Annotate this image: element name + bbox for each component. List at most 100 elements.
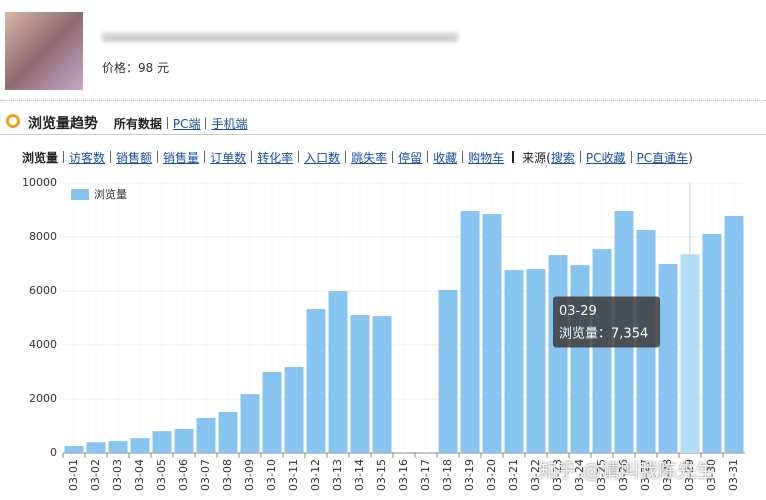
x-tick-label: 03-19 xyxy=(463,459,476,491)
bar xyxy=(196,417,216,453)
tab[interactable]: 所有数据 xyxy=(113,117,162,131)
section-icon xyxy=(6,114,20,128)
tab[interactable]: 手机端 xyxy=(211,117,248,131)
x-tick-label: 03-06 xyxy=(177,459,190,491)
bar xyxy=(328,291,348,453)
x-tick-label: 03-21 xyxy=(507,459,520,491)
x-tick-label: 03-28 xyxy=(661,459,674,491)
separator xyxy=(63,151,65,163)
product-image xyxy=(5,12,83,90)
separator xyxy=(205,117,207,129)
x-tick-label: 03-30 xyxy=(705,459,718,491)
metric-tab[interactable]: 购物车 xyxy=(468,151,505,165)
source-tab[interactable]: PC直通车 xyxy=(636,151,689,165)
bar xyxy=(658,264,678,453)
bar xyxy=(86,442,106,453)
y-tick-label: 10000 xyxy=(22,176,57,189)
separator xyxy=(166,117,168,129)
source-open: 来源( xyxy=(522,151,551,165)
bar xyxy=(548,255,568,453)
bar xyxy=(482,214,502,453)
x-tick-label: 03-24 xyxy=(573,459,586,491)
x-tick-label: 03-22 xyxy=(529,459,542,491)
bar xyxy=(372,316,392,453)
metric-tab[interactable]: 销售量 xyxy=(163,151,200,165)
x-tick-label: 03-09 xyxy=(243,459,256,491)
x-tick-label: 03-01 xyxy=(67,459,80,491)
bar xyxy=(724,215,744,453)
x-tick-label: 03-14 xyxy=(353,459,366,491)
legend-swatch xyxy=(71,189,89,200)
bar xyxy=(592,249,612,453)
product-title-blurred xyxy=(102,33,458,42)
bar xyxy=(174,428,194,453)
tooltip-box xyxy=(553,296,660,348)
source-tab[interactable]: PC收藏 xyxy=(585,151,626,165)
bar xyxy=(680,254,700,453)
section-title: 浏览量趋势 xyxy=(28,116,98,132)
x-tick-label: 03-10 xyxy=(265,459,278,491)
x-tick-label: 03-23 xyxy=(551,459,564,491)
separator xyxy=(512,151,515,163)
separator xyxy=(298,151,300,163)
metric-tab[interactable]: 访客数 xyxy=(69,151,106,165)
section-underline xyxy=(0,134,766,135)
bar xyxy=(460,211,480,453)
tooltip-label: 浏览量： xyxy=(559,325,611,341)
divider xyxy=(0,100,766,101)
tooltip-title: 03-29 xyxy=(559,304,597,319)
x-tick-label: 03-15 xyxy=(375,459,388,491)
x-tick-label: 03-03 xyxy=(111,459,124,491)
bar xyxy=(438,289,458,453)
x-tick-label: 03-04 xyxy=(133,459,146,491)
y-tick-label: 2000 xyxy=(29,392,57,405)
separator xyxy=(110,151,112,163)
bar xyxy=(108,441,128,453)
y-tick-label: 0 xyxy=(50,446,57,459)
x-tick-label: 03-11 xyxy=(287,459,300,491)
x-tick-label: 03-31 xyxy=(727,459,740,491)
source-tab[interactable]: 搜索 xyxy=(550,151,575,165)
metric-tab[interactable]: 收藏 xyxy=(433,151,458,165)
metric-tab[interactable]: 停留 xyxy=(398,151,423,165)
bar xyxy=(504,269,524,453)
metric-tab[interactable]: 跳失率 xyxy=(351,151,388,165)
x-tick-label: 03-29 xyxy=(683,459,696,491)
separator xyxy=(630,151,632,163)
legend-label: 浏览量 xyxy=(94,187,127,201)
separator xyxy=(427,151,429,163)
bar xyxy=(152,431,172,453)
metric-active[interactable]: 浏览量 xyxy=(22,151,59,165)
y-tick-label: 6000 xyxy=(29,284,57,297)
bar xyxy=(218,411,238,453)
metric-tab[interactable]: 转化率 xyxy=(257,151,294,165)
metric-tab[interactable]: 订单数 xyxy=(210,151,247,165)
metric-tab[interactable]: 入口数 xyxy=(304,151,341,165)
separator xyxy=(345,151,347,163)
bar xyxy=(262,372,282,453)
watermark: 知乎 @请叫我陈先生 xyxy=(538,460,716,482)
x-tick-label: 03-02 xyxy=(89,459,102,491)
x-tick-label: 03-26 xyxy=(617,459,630,491)
metric-tab[interactable]: 销售额 xyxy=(116,151,153,165)
separator xyxy=(462,151,464,163)
tab[interactable]: PC端 xyxy=(172,117,201,131)
separator xyxy=(157,151,159,163)
x-tick-label: 03-18 xyxy=(441,459,454,491)
y-tick-label: 4000 xyxy=(29,338,57,351)
y-tick-label: 8000 xyxy=(29,230,57,243)
bar xyxy=(240,394,260,453)
bar xyxy=(702,234,722,453)
source-close: ) xyxy=(688,151,693,165)
x-tick-label: 03-07 xyxy=(199,459,212,491)
bar xyxy=(570,265,590,453)
x-tick-label: 03-27 xyxy=(639,459,652,491)
bar xyxy=(284,366,304,453)
x-tick-label: 03-08 xyxy=(221,459,234,491)
tooltip-number: 7,354 xyxy=(611,326,648,341)
separator xyxy=(204,151,206,163)
x-tick-label: 03-05 xyxy=(155,459,168,491)
x-tick-label: 03-20 xyxy=(485,459,498,491)
tooltip-value: 浏览量：7,354 xyxy=(559,325,648,341)
